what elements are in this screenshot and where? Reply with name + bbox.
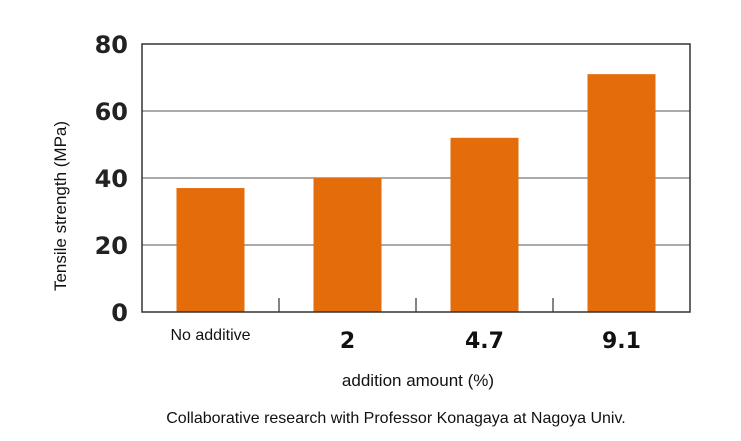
y-tick-label: 0 — [111, 299, 128, 327]
x-tick-label: No additive — [170, 327, 250, 344]
x-tick-label: 4.7 — [465, 329, 504, 354]
y-axis-label: Tensile strength (MPa) — [51, 121, 70, 291]
y-tick-label: 40 — [95, 165, 128, 193]
x-tick-label: 9.1 — [602, 329, 641, 354]
bar — [313, 178, 382, 312]
y-tick-labels: 0 20 40 60 80 — [95, 31, 128, 327]
bar — [450, 137, 519, 312]
bar — [176, 188, 245, 312]
plot-frame — [141, 43, 691, 313]
x-axis-label: addition amount (%) — [342, 371, 494, 390]
y-tick-label: 60 — [95, 98, 128, 126]
bars — [176, 74, 656, 313]
x-tick-label: 2 — [340, 329, 355, 354]
x-tick-labels: No additive 2 4.7 9.1 — [170, 327, 641, 354]
bar — [587, 74, 656, 313]
y-tick-label: 20 — [95, 232, 128, 260]
y-tick-label: 80 — [95, 31, 128, 59]
chart-note: Collaborative research with Professor Ko… — [166, 410, 626, 427]
